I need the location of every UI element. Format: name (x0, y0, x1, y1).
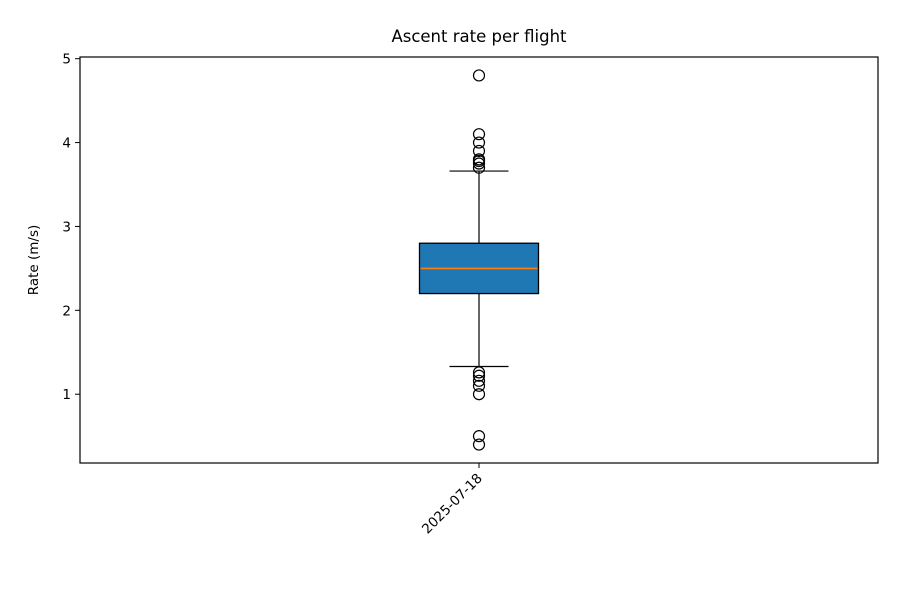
outlier-point (472, 366, 486, 379)
y-tick-label: 5 (62, 52, 71, 68)
outlier-point (472, 69, 486, 82)
chart-title: Ascent rate per flight (391, 27, 567, 46)
outlier-point (472, 157, 486, 170)
outlier-point (472, 379, 486, 392)
outlier-point (472, 144, 486, 158)
y-axis: 1 2 3 4 5 (62, 52, 80, 403)
y-tick-label: 1 (62, 387, 71, 403)
outlier-point (472, 430, 486, 443)
y-axis-label: Rate (m/s) (26, 225, 42, 296)
outlier-point (472, 374, 486, 387)
outlier-point (472, 128, 486, 141)
outlier-point (472, 161, 486, 174)
outlier-point (472, 369, 486, 382)
outlier-point (472, 136, 486, 149)
x-tick-label: 2025-07-18 (419, 471, 486, 538)
y-tick-label: 4 (62, 136, 71, 152)
y-tick-label: 2 (62, 303, 71, 319)
x-axis: 2025-07-18 (419, 463, 486, 537)
outlier-point (472, 388, 486, 401)
y-tick-label: 3 (62, 219, 71, 235)
outlier-point (472, 438, 486, 451)
plot-area (418, 69, 540, 451)
box-2025-07-18 (418, 69, 540, 451)
